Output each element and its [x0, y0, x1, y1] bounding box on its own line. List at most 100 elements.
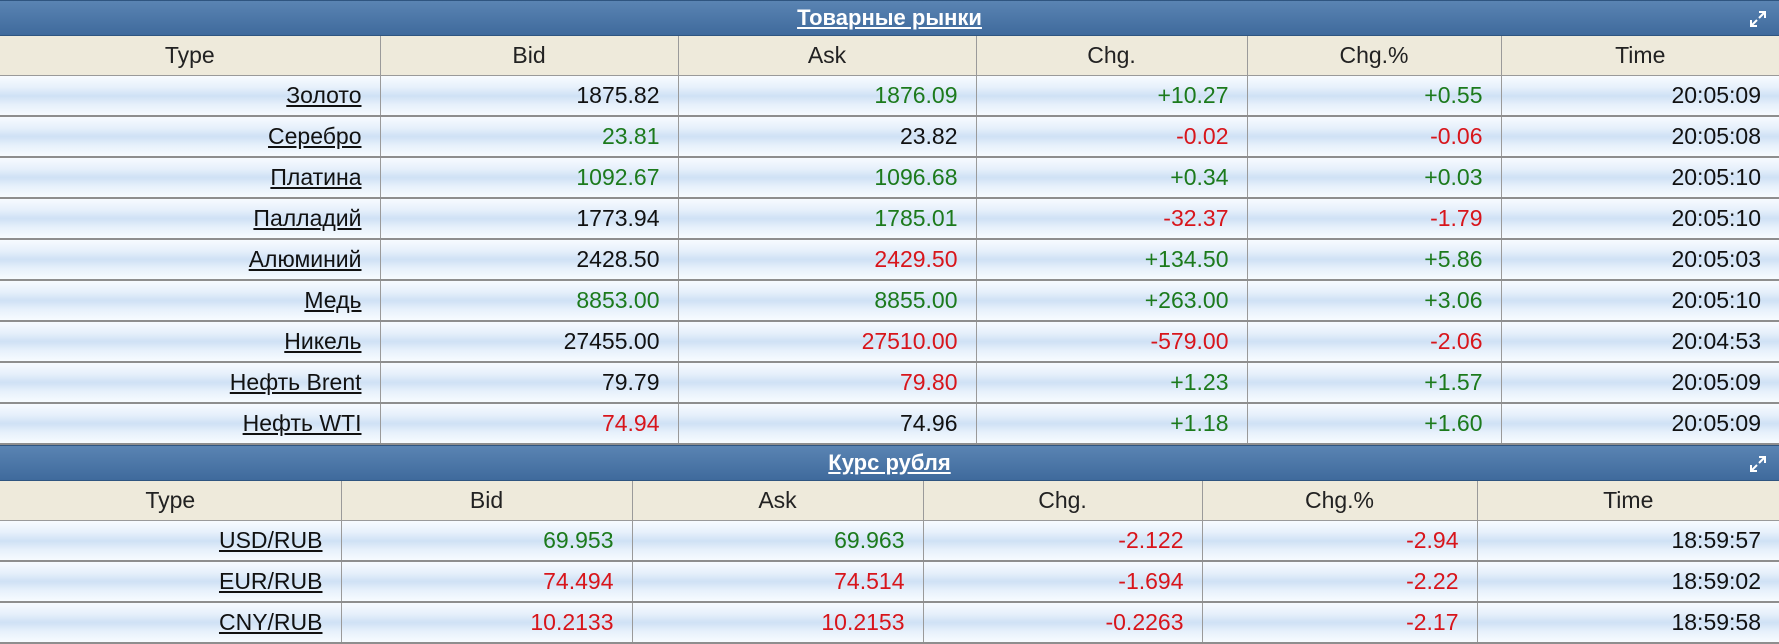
table-row: Нефть Brent 79.79 79.80 +1.23 +1.57 20:05:09: [0, 362, 1779, 404]
ask-cell: 69.963: [631, 520, 924, 562]
ask-cell: 2429.50: [677, 239, 977, 281]
change-percent-cell: +0.55: [1246, 75, 1502, 117]
time-cell: 18:59:58: [1476, 602, 1779, 644]
instrument-link[interactable]: EUR/RUB: [218, 568, 323, 594]
row-name-cell: Нефть Brent: [0, 362, 381, 404]
change-percent-cell: -2.17: [1201, 602, 1478, 644]
column-header-chg: Chg.: [922, 481, 1203, 521]
instrument-link[interactable]: Золото: [286, 82, 362, 108]
time-cell: 18:59:57: [1476, 520, 1779, 562]
ask-cell: 74.514: [631, 561, 924, 603]
change-cell: +10.27: [975, 75, 1248, 117]
change-cell: -0.02: [975, 116, 1248, 158]
ask-cell: 79.80: [677, 362, 977, 404]
commodities-table-body: Золото 1875.82 1876.09 +10.27 +0.55 20:05:09 С…: [0, 75, 1779, 445]
time-cell: 20:05:08: [1500, 116, 1779, 158]
column-header-ask: Ask: [677, 36, 977, 76]
table-row: USD/RUB 69.953 69.963 -2.122 -2.94 18:59:57: [0, 520, 1779, 562]
column-header-bid: Bid: [379, 36, 679, 76]
commodities-panel-title[interactable]: Товарные рынки: [797, 5, 982, 30]
row-name-cell: EUR/RUB: [0, 561, 342, 603]
change-cell: +263.00: [975, 280, 1248, 322]
change-cell: -2.122: [922, 520, 1203, 562]
ask-cell: 1785.01: [677, 198, 977, 240]
row-name-cell: Платина: [0, 157, 381, 199]
change-percent-cell: +1.57: [1246, 362, 1502, 404]
change-cell: +134.50: [975, 239, 1248, 281]
ruble-table-body: USD/RUB 69.953 69.963 -2.122 -2.94 18:59:57 EU…: [0, 520, 1779, 644]
change-percent-cell: +5.86: [1246, 239, 1502, 281]
change-percent-cell: -2.22: [1201, 561, 1478, 603]
ask-cell: 10.2153: [631, 602, 924, 644]
time-cell: 20:05:09: [1500, 362, 1779, 404]
time-cell: 20:05:09: [1500, 403, 1779, 445]
change-percent-cell: +0.03: [1246, 157, 1502, 199]
time-cell: 20:05:10: [1500, 157, 1779, 199]
table-row: Алюминий 2428.50 2429.50 +134.50 +5.86 20:05:…: [0, 239, 1779, 281]
row-name-cell: CNY/RUB: [0, 602, 342, 644]
column-header-type: Type: [0, 36, 381, 76]
instrument-link[interactable]: Никель: [284, 328, 362, 354]
instrument-link[interactable]: Нефть WTI: [242, 410, 362, 436]
bid-cell: 79.79: [379, 362, 679, 404]
instrument-link[interactable]: Платина: [270, 164, 362, 190]
time-cell: 20:05:03: [1500, 239, 1779, 281]
change-cell: -1.694: [922, 561, 1203, 603]
row-name-cell: Серебро: [0, 116, 381, 158]
bid-cell: 74.94: [379, 403, 679, 445]
ask-cell: 23.82: [677, 116, 977, 158]
instrument-link[interactable]: Медь: [304, 287, 362, 313]
ask-cell: 27510.00: [677, 321, 977, 363]
change-cell: -579.00: [975, 321, 1248, 363]
instrument-link[interactable]: USD/RUB: [218, 527, 323, 553]
bid-cell: 8853.00: [379, 280, 679, 322]
change-percent-cell: -1.79: [1246, 198, 1502, 240]
change-cell: +1.23: [975, 362, 1248, 404]
change-percent-cell: -2.94: [1201, 520, 1478, 562]
column-header-chg-pct: Chg.%: [1246, 36, 1502, 76]
change-cell: -32.37: [975, 198, 1248, 240]
time-cell: 20:05:09: [1500, 75, 1779, 117]
instrument-link[interactable]: CNY/RUB: [218, 609, 323, 635]
change-cell: +0.34: [975, 157, 1248, 199]
row-name-cell: Нефть WTI: [0, 403, 381, 445]
row-name-cell: Алюминий: [0, 239, 381, 281]
bid-cell: 23.81: [379, 116, 679, 158]
column-header-chg: Chg.: [975, 36, 1248, 76]
bid-cell: 1773.94: [379, 198, 679, 240]
ruble-table: Type Bid Ask Chg. Chg.% Time USD/RUB 69.9…: [0, 481, 1779, 644]
bid-cell: 2428.50: [379, 239, 679, 281]
column-header-chg-pct: Chg.%: [1201, 481, 1478, 521]
table-row: Нефть WTI 74.94 74.96 +1.18 +1.60 20:05:09: [0, 403, 1779, 445]
ruble-header-row: Type Bid Ask Chg. Chg.% Time: [0, 481, 1779, 521]
row-name-cell: Палладий: [0, 198, 381, 240]
instrument-link[interactable]: Нефть Brent: [229, 369, 362, 395]
table-row: Платина 1092.67 1096.68 +0.34 +0.03 20:05:10: [0, 157, 1779, 199]
table-row: Палладий 1773.94 1785.01 -32.37 -1.79 20:05:1…: [0, 198, 1779, 240]
table-row: Никель 27455.00 27510.00 -579.00 -2.06 20:04:…: [0, 321, 1779, 363]
instrument-link[interactable]: Палладий: [253, 205, 362, 231]
time-cell: 20:04:53: [1500, 321, 1779, 363]
change-percent-cell: -0.06: [1246, 116, 1502, 158]
expand-icon[interactable]: [1749, 10, 1767, 28]
change-percent-cell: +1.60: [1246, 403, 1502, 445]
table-row: CNY/RUB 10.2133 10.2153 -0.2263 -2.17 18:59:5…: [0, 602, 1779, 644]
commodities-panel-header: Товарные рынки: [0, 0, 1779, 36]
row-name-cell: Медь: [0, 280, 381, 322]
time-cell: 20:05:10: [1500, 198, 1779, 240]
instrument-link[interactable]: Серебро: [268, 123, 362, 149]
time-cell: 18:59:02: [1476, 561, 1779, 603]
row-name-cell: Никель: [0, 321, 381, 363]
table-row: Медь 8853.00 8855.00 +263.00 +3.06 20:05:10: [0, 280, 1779, 322]
instrument-link[interactable]: Алюминий: [248, 246, 362, 272]
bid-cell: 27455.00: [379, 321, 679, 363]
expand-icon[interactable]: [1749, 455, 1767, 473]
bid-cell: 1875.82: [379, 75, 679, 117]
ruble-panel-title[interactable]: Курс рубля: [828, 450, 951, 475]
ask-cell: 8855.00: [677, 280, 977, 322]
row-name-cell: Золото: [0, 75, 381, 117]
table-row: Серебро 23.81 23.82 -0.02 -0.06 20:05:08: [0, 116, 1779, 158]
ask-cell: 1876.09: [677, 75, 977, 117]
commodities-panel: Товарные рынки Type Bid Ask Chg. Chg.% T…: [0, 0, 1779, 445]
table-row: Золото 1875.82 1876.09 +10.27 +0.55 20:05:09: [0, 75, 1779, 117]
